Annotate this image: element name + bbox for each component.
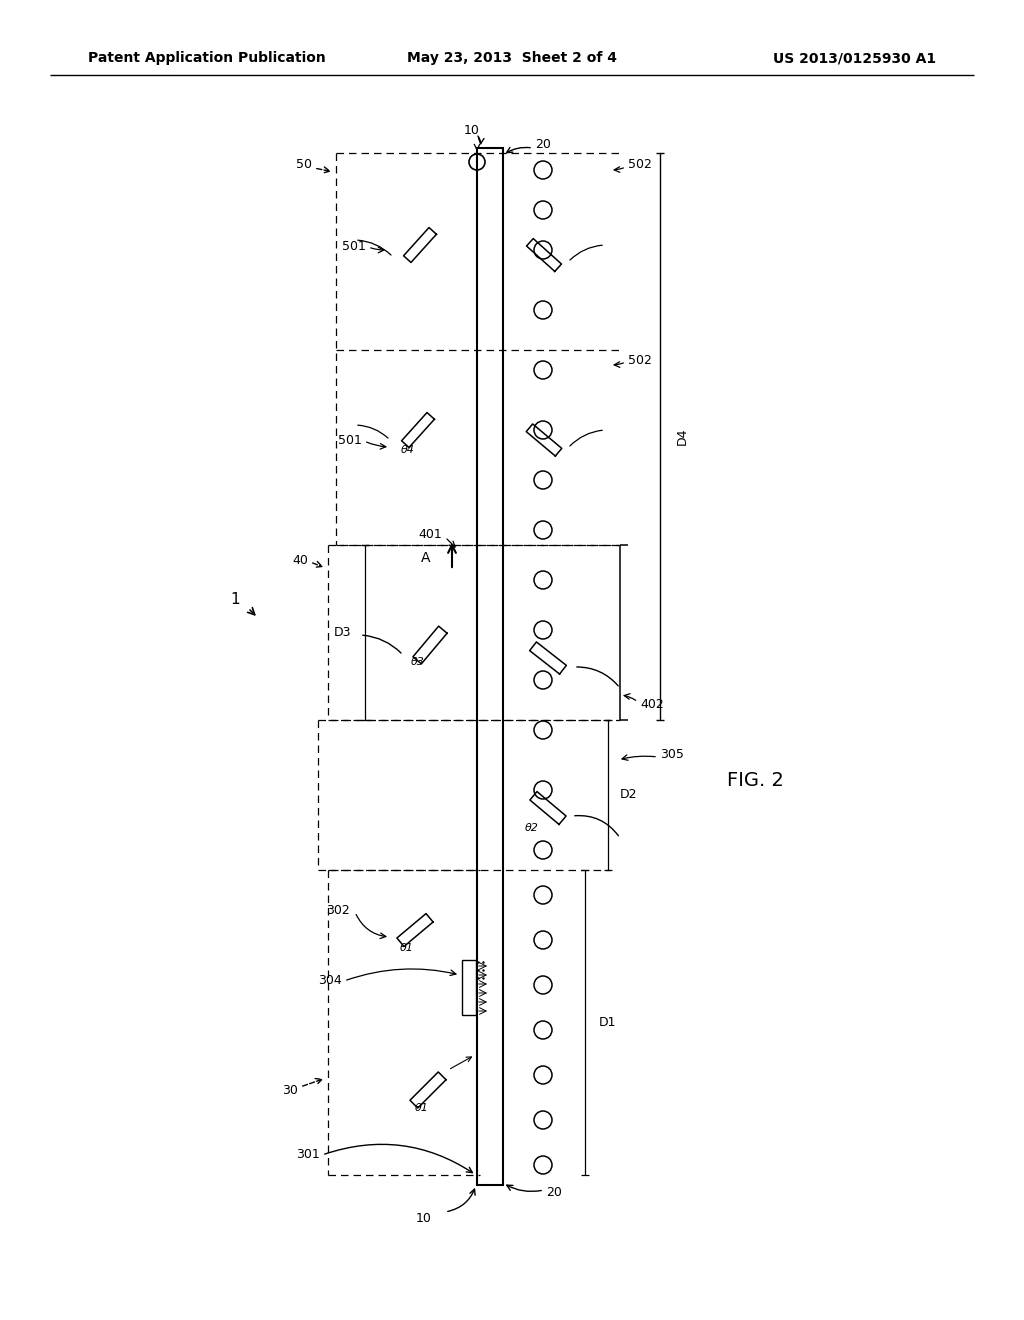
Text: 10: 10 (464, 124, 480, 136)
Text: Patent Application Publication: Patent Application Publication (88, 51, 326, 65)
Text: θ1: θ1 (400, 942, 414, 953)
Text: D4: D4 (676, 428, 689, 445)
Text: 305: 305 (660, 748, 684, 762)
Text: 502: 502 (628, 158, 652, 172)
Text: θ4: θ4 (401, 445, 415, 455)
Text: FIG. 2: FIG. 2 (727, 771, 783, 789)
Text: 20: 20 (535, 139, 551, 152)
Text: US 2013/0125930 A1: US 2013/0125930 A1 (773, 51, 936, 65)
Text: 501: 501 (338, 433, 362, 446)
Text: 1: 1 (230, 593, 240, 607)
Text: 50: 50 (296, 158, 312, 172)
Text: 501: 501 (342, 240, 366, 253)
Text: θ3: θ3 (411, 657, 425, 667)
Text: 502: 502 (628, 354, 652, 367)
Bar (462, 960, 476, 1015)
Text: D1: D1 (599, 1016, 616, 1030)
Text: θ1: θ1 (415, 1104, 429, 1113)
Text: A: A (421, 550, 430, 565)
Text: θ2: θ2 (525, 822, 539, 833)
Text: 301: 301 (296, 1148, 319, 1162)
Text: 401: 401 (418, 528, 442, 541)
Text: 402: 402 (640, 697, 664, 710)
Text: 30: 30 (283, 1084, 298, 1097)
Text: 10: 10 (416, 1212, 432, 1225)
Text: May 23, 2013  Sheet 2 of 4: May 23, 2013 Sheet 2 of 4 (407, 51, 617, 65)
Bar (477, 148, 503, 1185)
Text: 304: 304 (318, 974, 342, 986)
Text: 20: 20 (546, 1185, 562, 1199)
Text: 40: 40 (292, 553, 308, 566)
Text: D2: D2 (620, 788, 638, 801)
Text: 302: 302 (327, 903, 350, 916)
Text: D3: D3 (334, 626, 351, 639)
